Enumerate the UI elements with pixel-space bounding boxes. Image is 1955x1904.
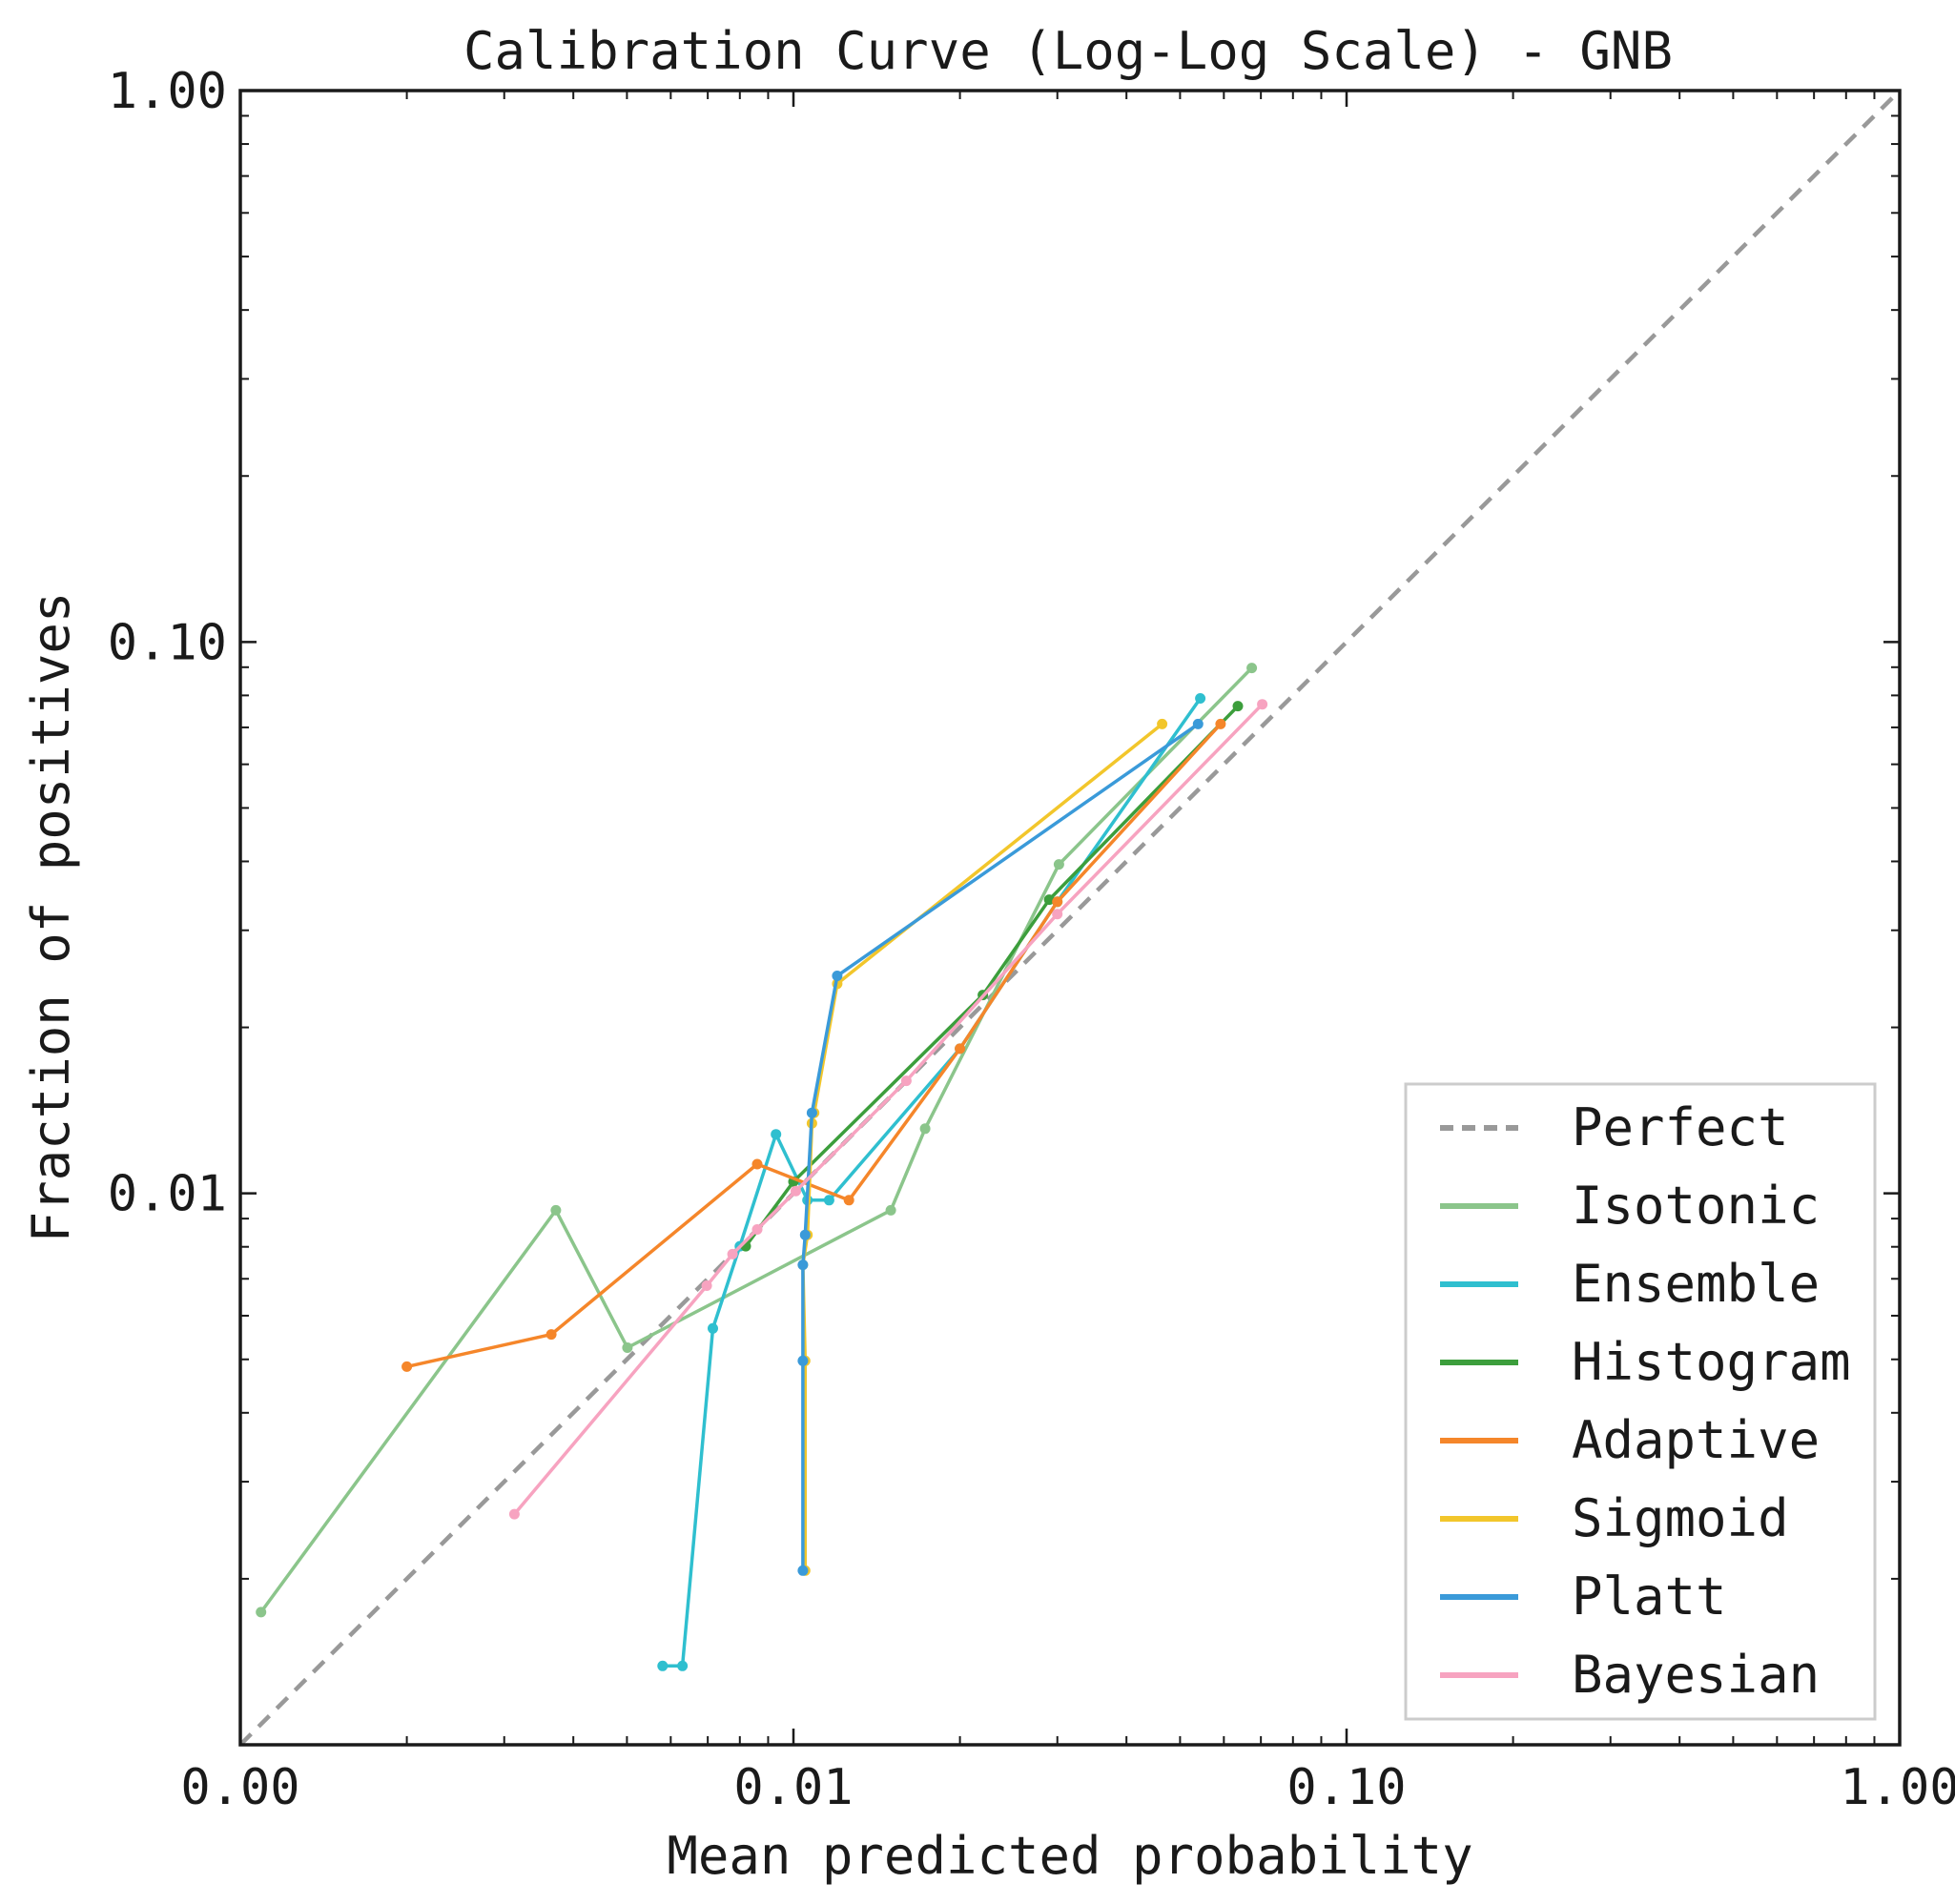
series-point-bayesian (791, 1185, 801, 1197)
series-point-platt (1192, 718, 1204, 729)
series-point-ensemble (677, 1660, 689, 1671)
x-tick-label: 1.00 (1840, 1759, 1955, 1816)
y-tick-label: 0.01 (108, 1166, 227, 1223)
series-point-bayesian (727, 1248, 738, 1259)
series-point-ensemble (708, 1322, 718, 1334)
series-point-adaptive (1215, 718, 1226, 729)
legend-label-adaptive: Adaptive (1572, 1410, 1820, 1470)
tick-labels: 0.00 0.01 0.10 1.00 0.01 0.10 1.00 (108, 63, 1955, 1816)
legend-label-histogram: Histogram (1572, 1332, 1851, 1392)
series-point-isotonic (550, 1204, 562, 1216)
series-point-adaptive (545, 1329, 557, 1341)
series-point-platt (797, 1259, 809, 1271)
series-line-perfect (240, 91, 1900, 1745)
series-point-adaptive (843, 1195, 854, 1206)
series-point-histogram (1043, 894, 1055, 906)
y-axis-label: Fraction of positives (21, 592, 81, 1243)
series-point-platt (806, 1107, 817, 1118)
legend-label-ensemble: Ensemble (1572, 1254, 1820, 1314)
series-point-adaptive (955, 1043, 966, 1054)
y-tick-label: 1.00 (108, 63, 227, 120)
series-point-adaptive (751, 1158, 763, 1170)
legend-entries: Perfect Isotonic Ensemble Histogram Adaptive… (1440, 1097, 1851, 1705)
y-tick-label: 0.10 (108, 614, 227, 671)
series-point-bayesian (508, 1508, 520, 1520)
series-point-isotonic (885, 1204, 896, 1216)
series-point-sigmoid (1157, 718, 1168, 729)
series-point-bayesian (701, 1280, 712, 1291)
series-point-ensemble (657, 1660, 669, 1671)
x-tick-label: 0.10 (1286, 1759, 1406, 1816)
legend-label-perfect: Perfect (1572, 1097, 1789, 1157)
series-point-platt (832, 971, 843, 981)
series-point-isotonic (622, 1342, 633, 1353)
chart-title: Calibration Curve (Log-Log Scale) - GNB (463, 21, 1673, 81)
data-series (240, 91, 1900, 1745)
legend-label-sigmoid: Sigmoid (1572, 1488, 1789, 1548)
x-axis-label: Mean predicted probability (667, 1826, 1472, 1886)
series-point-ensemble (771, 1129, 782, 1140)
legend: Perfect Isotonic Ensemble Histogram Adaptive… (1404, 1082, 1877, 1721)
series-point-adaptive (1052, 896, 1063, 908)
series-point-ensemble (1195, 693, 1206, 704)
series-point-histogram (1232, 701, 1244, 712)
plot-frame (238, 89, 1902, 1747)
legend-label-isotonic: Isotonic (1572, 1176, 1820, 1236)
series-line-bayesian (513, 703, 1264, 1516)
series-point-platt (797, 1355, 809, 1366)
series-point-isotonic (1053, 859, 1064, 870)
legend-label-bayesian: Bayesian (1572, 1645, 1820, 1705)
series-point-platt (799, 1229, 811, 1240)
series-point-platt (797, 1565, 809, 1576)
series-point-bayesian (751, 1224, 763, 1235)
series-point-isotonic (919, 1123, 931, 1135)
series-point-isotonic (1246, 663, 1258, 674)
series-point-bayesian (900, 1075, 912, 1087)
x-tick-label: 0.00 (180, 1759, 299, 1816)
x-tick-label: 0.01 (733, 1759, 853, 1816)
series-point-ensemble (823, 1195, 834, 1206)
series-point-bayesian (1052, 909, 1063, 920)
legend-label-platt: Platt (1572, 1566, 1727, 1627)
series-point-isotonic (256, 1607, 267, 1618)
legend-box (1404, 1082, 1877, 1721)
series-point-adaptive (401, 1361, 413, 1372)
series-point-bayesian (1257, 699, 1268, 710)
